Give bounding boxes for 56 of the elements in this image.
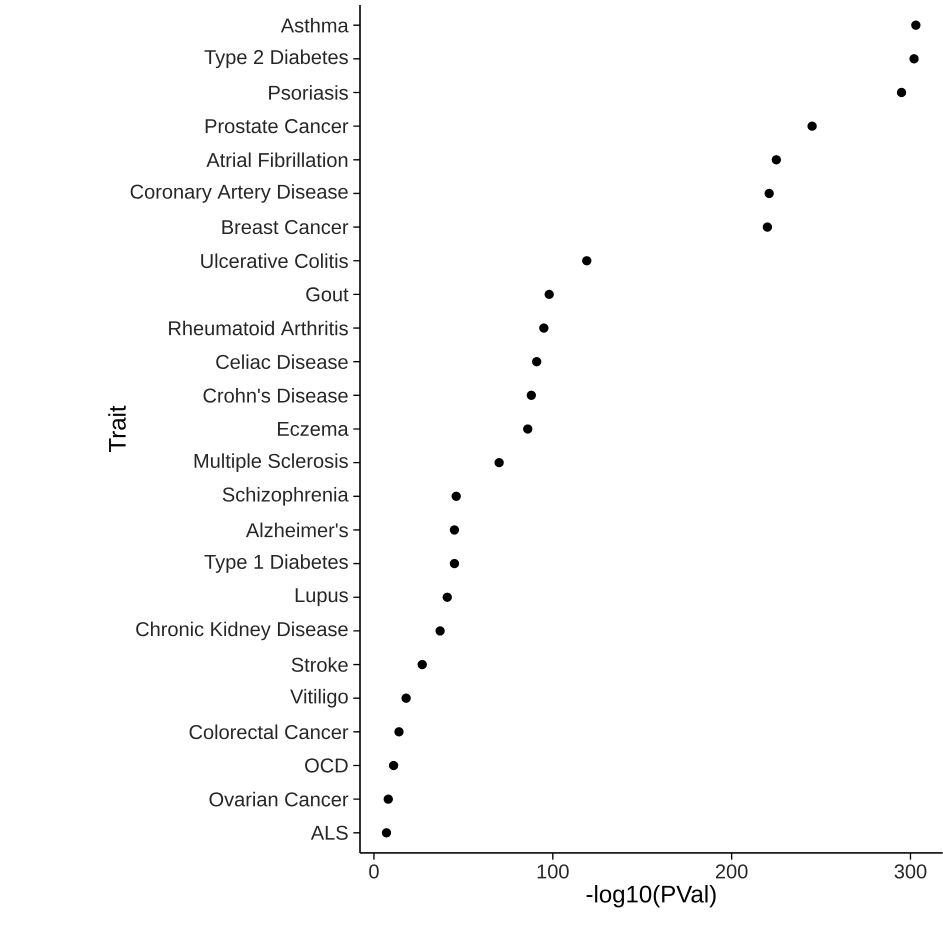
point — [764, 188, 774, 198]
y-tick-label: Lupus — [296, 588, 348, 606]
point — [807, 121, 817, 131]
x-tick-label: 100 — [538, 864, 569, 879]
y-tick-label: Coronary Artery Disease — [130, 184, 348, 203]
y-tick-label: Type 2 Diabetes — [204, 50, 348, 68]
point — [382, 828, 392, 838]
x-tick-label: 300 — [894, 864, 926, 879]
point — [762, 222, 772, 232]
y-tick-label: Colorectal Cancer — [190, 724, 348, 740]
point — [450, 525, 460, 535]
y-tick-label: Schizophrenia — [222, 486, 349, 506]
point — [526, 390, 536, 400]
y-tick-label: Rheumatoid Arthritis — [169, 320, 348, 336]
point — [452, 492, 461, 501]
y-tick-label: Multiple Sclerosis — [194, 453, 348, 472]
y-tick-label: Stroke — [292, 657, 348, 672]
point — [401, 694, 411, 703]
point — [532, 357, 542, 366]
x-tick-label: 0 — [369, 864, 379, 879]
y-tick-label: OCD — [305, 758, 348, 773]
x-axis-title: -log10(PVal) — [586, 885, 716, 908]
y-tick-label: Prostate Cancer — [206, 119, 348, 134]
point — [896, 88, 906, 98]
point — [418, 660, 427, 670]
point — [450, 558, 460, 568]
point — [394, 727, 404, 737]
y-tick-label: Ulcerative Colitis — [201, 253, 348, 268]
y-tick-label: Asthma — [280, 18, 349, 33]
y-tick-label: Atrial Fibrillation — [206, 152, 348, 168]
point — [772, 155, 782, 164]
y-tick-label: Alzheimer's — [246, 522, 348, 538]
y-tick-label: Breast Cancer — [222, 220, 348, 234]
y-tick-label: Type 1 Diabetes — [204, 554, 348, 573]
y-tick-label: Ovarian Cancer — [210, 792, 348, 806]
y-tick-label: Gout — [306, 287, 348, 302]
point — [523, 424, 532, 434]
point — [911, 20, 921, 30]
point — [539, 323, 549, 333]
x-tick-label: 200 — [716, 864, 748, 879]
point — [388, 760, 398, 770]
y-tick-label: Celiac Disease — [216, 354, 348, 370]
y-tick-label: Chronic Kidney Disease — [136, 622, 348, 640]
y-tick-label: Crohn's Disease — [204, 388, 348, 403]
point — [494, 458, 504, 468]
y-tick-label: Psoriasis — [269, 85, 348, 100]
y-tick-label: ALS — [310, 826, 348, 840]
point — [435, 626, 445, 636]
point — [442, 592, 452, 602]
y-tick-label: Vitiligo — [290, 688, 348, 708]
point — [544, 290, 554, 300]
y-tick-label: Eczema — [278, 422, 349, 436]
point — [384, 794, 393, 804]
point — [582, 256, 592, 266]
point — [909, 54, 919, 64]
y-axis-title: Trait — [108, 406, 126, 452]
